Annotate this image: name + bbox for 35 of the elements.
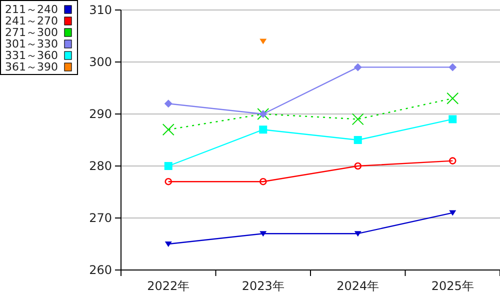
point bbox=[448, 115, 457, 124]
point bbox=[449, 210, 456, 216]
x-tick-label: 2023年 bbox=[242, 279, 284, 293]
legend-label: 361～390 bbox=[5, 60, 58, 74]
point bbox=[354, 162, 362, 170]
point bbox=[352, 113, 364, 126]
y-tick-label: 290 bbox=[89, 107, 112, 121]
point bbox=[448, 63, 457, 72]
point bbox=[260, 231, 267, 237]
point bbox=[164, 242, 172, 247]
point bbox=[354, 231, 362, 237]
point bbox=[260, 38, 267, 44]
legend-label: 331～360 bbox=[5, 49, 58, 62]
point bbox=[446, 92, 459, 104]
point bbox=[354, 136, 362, 144]
point bbox=[448, 157, 456, 164]
y-tick-label: 260 bbox=[89, 263, 112, 277]
point bbox=[162, 124, 174, 136]
x-tick-label: 2025年 bbox=[431, 279, 474, 293]
y-tick-label: 300 bbox=[89, 55, 112, 69]
point bbox=[164, 178, 172, 186]
y-tick-label: 280 bbox=[89, 159, 112, 173]
point bbox=[259, 126, 268, 134]
point bbox=[164, 162, 172, 170]
point bbox=[164, 100, 172, 108]
x-tick-label: 2022年 bbox=[147, 279, 190, 293]
legend-label: 241～270 bbox=[5, 14, 58, 28]
point bbox=[354, 63, 362, 72]
point bbox=[259, 178, 267, 186]
y-tick-label: 270 bbox=[89, 211, 112, 225]
legend-label: 301～330 bbox=[5, 38, 58, 50]
x-tick-label: 2024年 bbox=[336, 279, 380, 293]
legend-label: 271～300 bbox=[5, 26, 58, 39]
y-tick-label: 310 bbox=[89, 3, 112, 17]
legend-label: 211～240 bbox=[5, 3, 58, 16]
